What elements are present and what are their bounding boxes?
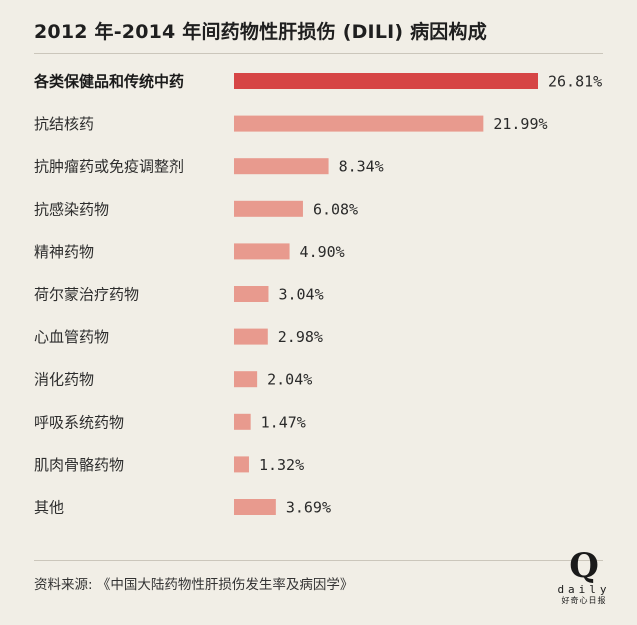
value-label: 6.08%: [313, 200, 358, 218]
category-label: 各类保健品和传统中药: [33, 73, 184, 91]
category-label: 其他: [34, 499, 64, 517]
category-label: 心血管药物: [34, 328, 109, 346]
value-label: 2.04%: [267, 371, 312, 389]
bar: [234, 243, 290, 260]
footer-divider: [34, 560, 603, 561]
value-label: 26.81%: [548, 73, 602, 91]
title-divider: [34, 53, 603, 54]
value-label: 2.98%: [278, 328, 323, 346]
category-label: 抗肿瘤药或免疫调整剂: [34, 158, 184, 176]
bar: [234, 499, 276, 515]
bar: [234, 413, 251, 430]
bar: [234, 200, 303, 217]
value-label: 1.32%: [259, 456, 304, 474]
category-label: 精神药物: [34, 243, 94, 261]
category-label: 肌肉骨骼药物: [34, 456, 124, 474]
source-note: 资料来源: 《中国大陆药物性肝损伤发生率及病因学》: [34, 577, 354, 593]
value-label: 3.04%: [278, 286, 323, 304]
logo-wordmark: daily: [557, 583, 611, 596]
bar-chart: 各类保健品和传统中药 26.81% 抗结核药 21.99% 抗肿瘤药或免疫调整剂 8.34…: [33, 73, 602, 517]
bar: [234, 115, 484, 132]
bar: [234, 286, 269, 302]
category-label: 抗结核药: [34, 115, 94, 133]
value-label: 21.99%: [493, 115, 547, 133]
category-label: 消化药物: [34, 371, 94, 389]
bar: [234, 73, 538, 89]
bar: [234, 371, 258, 388]
chart-title: 2012 年-2014 年间药物性肝损伤 (DILI) 病因构成: [34, 21, 487, 43]
qdaily-logo: Q daily 好奇心日报: [556, 548, 612, 606]
logo-subtitle: 好奇心日报: [561, 596, 607, 605]
bar: [234, 328, 268, 345]
value-label: 3.69%: [286, 499, 331, 517]
value-label: 1.47%: [261, 413, 306, 431]
bar: [234, 456, 249, 473]
category-label: 抗感染药物: [34, 200, 109, 218]
bar: [234, 158, 329, 175]
value-label: 4.90%: [300, 243, 345, 261]
category-label: 荷尔蒙治疗药物: [34, 286, 139, 304]
value-label: 8.34%: [339, 158, 384, 176]
logo-letter: Q: [569, 546, 599, 586]
category-label: 呼吸系统药物: [34, 413, 124, 431]
